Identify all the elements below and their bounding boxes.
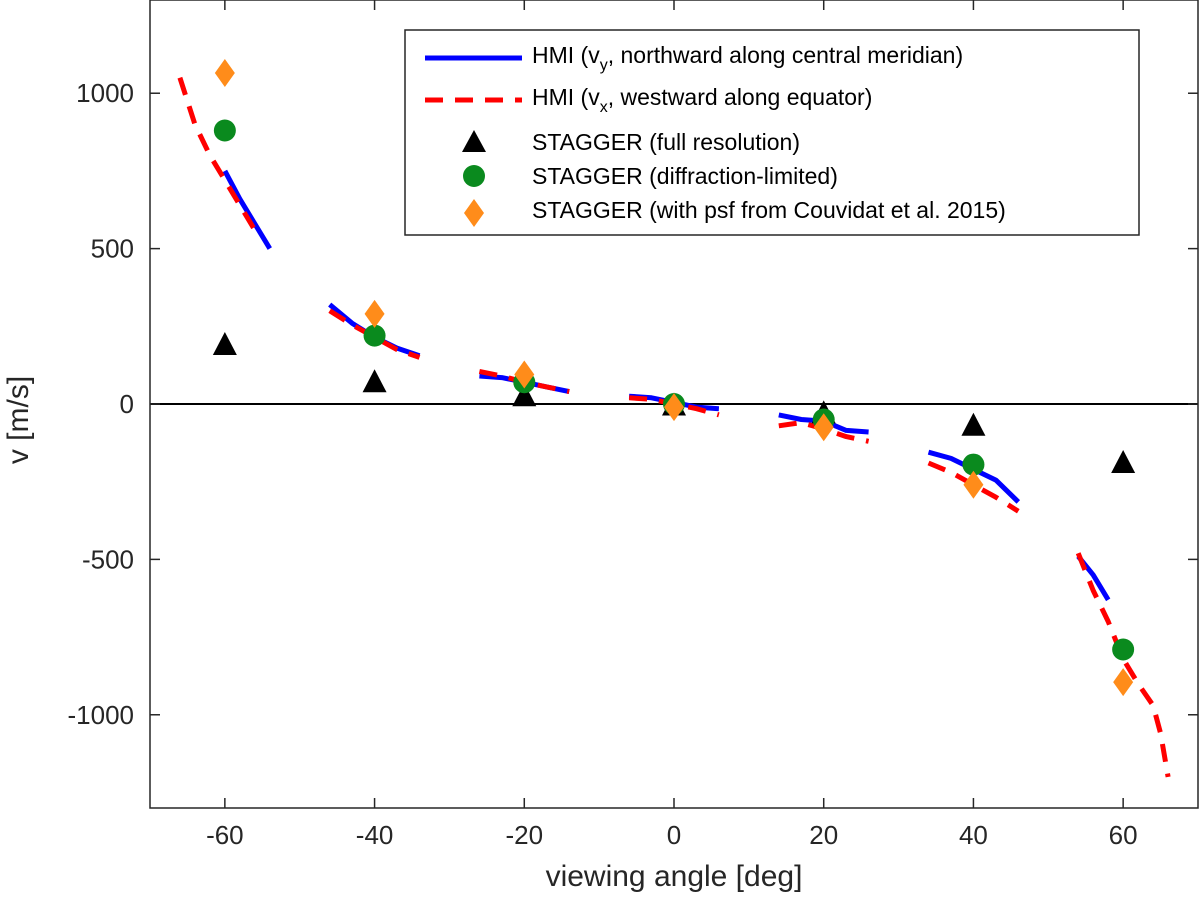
data-point-circle--60	[213, 119, 236, 142]
x-axis-label: viewing angle [deg]	[546, 860, 803, 893]
legend-label-hmi-vx-pre: HMI (v	[532, 84, 600, 110]
data-point-diamond-20	[813, 413, 834, 442]
legend-label-hmi-vy-post: , northward along central meridian)	[608, 42, 963, 68]
y-axis-label: v [m/s]	[2, 376, 35, 464]
legend-label-hmi-vy-sub: y	[600, 57, 608, 74]
legend-label-hmi-vy-pre: HMI (v	[532, 42, 600, 68]
legend-label-stagger-full: STAGGER (full resolution)	[532, 129, 800, 155]
legend-label-hmi-vx-sub: x	[600, 99, 608, 116]
data-point-circle--40	[363, 324, 386, 347]
legend-label-hmi-vx: HMI (vx, westward along equator)	[532, 84, 872, 116]
x-tick-label: 0	[667, 820, 681, 850]
series-line-hmi-vx-segment-6	[927, 460, 1020, 514]
data-point-diamond-0	[664, 393, 684, 422]
series-line-hmi-vx-segment-1	[177, 76, 257, 232]
x-tick-label: 20	[809, 820, 838, 850]
data-point-circle-60	[1112, 638, 1135, 661]
data-point-diamond-40	[963, 470, 984, 499]
y-tick-label: 1000	[76, 78, 134, 108]
axis-ticks: -60 -40 -20 0 20 40 60 -1000 -500 0 500 1000	[68, 0, 1198, 850]
series-line-hmi-vx-segment-2	[328, 308, 421, 360]
legend-marker-triangle	[462, 130, 486, 152]
y-tick-label: 0	[120, 389, 134, 419]
legend-marker-circle	[463, 165, 485, 187]
series-line-hmi-vy-segment-1	[222, 169, 272, 250]
data-point-triangle--40	[362, 369, 387, 393]
legend-label-hmi-vy: HMI (vy, northward along central meridia…	[532, 42, 963, 74]
x-tick-label: -20	[505, 820, 543, 850]
data-point-triangle--60	[212, 331, 237, 355]
legend-label-stagger-diffraction: STAGGER (diffraction-limited)	[532, 163, 838, 189]
legend-label-hmi-vx-post: , westward along equator)	[608, 84, 873, 110]
axes-frame	[149, 0, 1199, 809]
x-tick-label: -40	[356, 820, 394, 850]
data-point-diamond-60	[1113, 668, 1134, 697]
x-tick-label: 40	[959, 820, 988, 850]
y-tick-label: 500	[91, 234, 134, 264]
data-point-circle-40	[962, 453, 985, 476]
legend-box	[404, 29, 1140, 236]
y-tick-label: -1000	[68, 700, 135, 730]
data-point-triangle--20	[512, 383, 537, 407]
x-tick-label: -60	[206, 820, 244, 850]
data-point-diamond--40	[364, 299, 385, 328]
data-point-triangle-60	[1111, 450, 1136, 474]
y-tick-label: -500	[82, 544, 134, 574]
series-line-hmi-vx-segment-7	[1075, 552, 1171, 778]
x-tick-label: 60	[1109, 820, 1138, 850]
legend-label-stagger-psf: STAGGER (with psf from Couvidat et al. 2…	[532, 197, 1006, 223]
legend: HMI (vy, northward along central meridia…	[404, 29, 1140, 236]
legend-marker-diamond	[464, 199, 484, 227]
data-point-triangle-40	[961, 412, 986, 436]
data-point-diamond--60	[214, 59, 235, 88]
plot-area	[150, 59, 1198, 778]
data-point-diamond--20	[514, 360, 535, 389]
